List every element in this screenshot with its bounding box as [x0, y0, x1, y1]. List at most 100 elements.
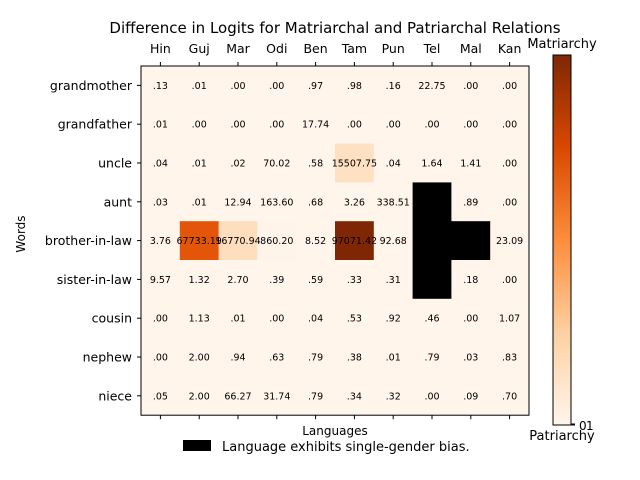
heatmap-cell	[179, 298, 220, 339]
heatmap-cell	[179, 376, 220, 416]
cell-value-label: 338.51	[377, 197, 410, 208]
cell-value-label: .01	[230, 314, 245, 325]
cell-value-label: .32	[386, 391, 401, 402]
y-tick-label: grandmother	[50, 78, 133, 93]
heatmap-cell	[257, 221, 297, 261]
y-tick-label: cousin	[92, 311, 132, 326]
legend-label: Language exhibits single-gender bias.	[222, 440, 470, 455]
cell-value-label: 2.00	[189, 391, 210, 402]
cell-value-label: .04	[386, 159, 401, 170]
cell-value-label: .05	[153, 391, 168, 402]
cell-value-label: 1.64	[421, 159, 442, 170]
heatmap-cell	[335, 260, 375, 300]
cell-value-label: .34	[347, 391, 362, 402]
colorbar-gradient	[552, 54, 572, 426]
heatmap-cell	[218, 260, 258, 300]
heatmap-cell	[257, 376, 297, 416]
y-tick-label: grandfather	[58, 117, 133, 132]
heatmap-cell	[373, 337, 414, 377]
heatmap-cell	[490, 143, 530, 183]
cell-value-label: 1.32	[189, 275, 210, 286]
cell-value-label: .38	[347, 353, 362, 364]
cell-value-label: .00	[463, 314, 478, 325]
cell-value-label: .04	[153, 159, 168, 170]
heatmap-cell	[335, 143, 375, 183]
heatmap-cell	[412, 260, 452, 300]
heatmap-cell	[218, 143, 258, 183]
cell-value-label: 2.70	[227, 275, 248, 286]
heatmap-cell	[179, 260, 220, 300]
cell-value-label: .00	[230, 81, 245, 92]
cell-value-label: .01	[153, 120, 168, 131]
cell-value-label: .39	[269, 275, 284, 286]
cell-value-label: .79	[308, 391, 323, 402]
cell-value-label: .01	[192, 197, 207, 208]
x-tick-label: Ben	[303, 41, 327, 56]
heatmap-cell	[373, 104, 414, 145]
heatmap-cell	[490, 182, 530, 222]
heatmap-cell	[490, 66, 530, 106]
legend-swatch	[183, 440, 211, 451]
cell-value-label: 97071.42	[332, 236, 377, 247]
heatmap-cell	[412, 182, 452, 222]
cell-value-label: .00	[502, 159, 517, 170]
heatmap-cell	[296, 337, 336, 377]
x-tick-label: Mar	[226, 41, 250, 56]
cell-value-label: .59	[308, 275, 323, 286]
cell-value-label: 23.09	[496, 236, 523, 247]
heatmap-cell	[141, 66, 181, 106]
heatmap-cell	[218, 337, 258, 377]
cell-value-label: .01	[192, 159, 207, 170]
heatmap-cell	[451, 260, 491, 300]
cell-value-label: .89	[463, 197, 478, 208]
heatmap-cell	[218, 298, 258, 339]
cell-value-label: .00	[502, 197, 517, 208]
heatmap-cell	[257, 104, 297, 145]
cell-value-label: 16770.94	[215, 236, 260, 247]
heatmap-cell	[218, 221, 258, 261]
cell-value-label: .00	[269, 120, 284, 131]
cell-value-label: .92	[386, 314, 401, 325]
heatmap-cell	[296, 104, 336, 145]
x-tick-label: Tel	[423, 41, 441, 56]
heatmap-cell	[412, 66, 452, 106]
heatmap-cell	[179, 182, 220, 222]
cell-value-label: .00	[424, 120, 439, 131]
heatmap-cell	[451, 66, 491, 106]
cell-value-label: 8.52	[305, 236, 326, 247]
heatmap-cell	[296, 143, 336, 183]
heatmap-cell	[218, 376, 258, 416]
heatmap-cell	[373, 66, 414, 106]
cell-value-label: 2.00	[189, 353, 210, 364]
heatmap-cell	[451, 221, 491, 261]
cell-value-label: 163.60	[260, 197, 293, 208]
cell-value-label: 31.74	[263, 391, 290, 402]
cell-value-label: .00	[386, 120, 401, 131]
plot-area: .13 .01 .00 .00 .97 .98 .16 22.75 .00 .00 .01 .00 .0…	[45, 41, 530, 420]
cell-value-label: .18	[463, 275, 478, 286]
cell-value-label: .01	[386, 353, 401, 364]
cell-value-label: .33	[347, 275, 362, 286]
x-axis-label: Languages	[302, 424, 367, 438]
heatmap-cell	[257, 260, 297, 300]
heatmap-cell	[218, 182, 258, 222]
cell-value-label: .00	[269, 81, 284, 92]
heatmap-cell	[179, 143, 220, 183]
heatmap-cell	[412, 376, 452, 416]
heatmap-cell	[412, 221, 452, 261]
cell-value-label: .53	[347, 314, 362, 325]
heatmap-cell	[257, 182, 297, 222]
heatmap-cell	[179, 66, 220, 106]
heatmap-cell	[373, 221, 414, 261]
cell-value-label: .01	[192, 81, 207, 92]
heatmap-cell	[141, 376, 181, 416]
cell-value-label: .00	[463, 120, 478, 131]
colorbar-tick-label-1: 1	[586, 419, 594, 433]
heatmap-cell	[296, 376, 336, 416]
y-tick-label: niece	[98, 388, 132, 403]
cell-value-label: .70	[502, 391, 517, 402]
heatmap-cell	[257, 337, 297, 377]
cell-value-label: 92.68	[380, 236, 407, 247]
cell-value-label: .79	[424, 353, 439, 364]
heatmap-cell	[373, 182, 414, 222]
